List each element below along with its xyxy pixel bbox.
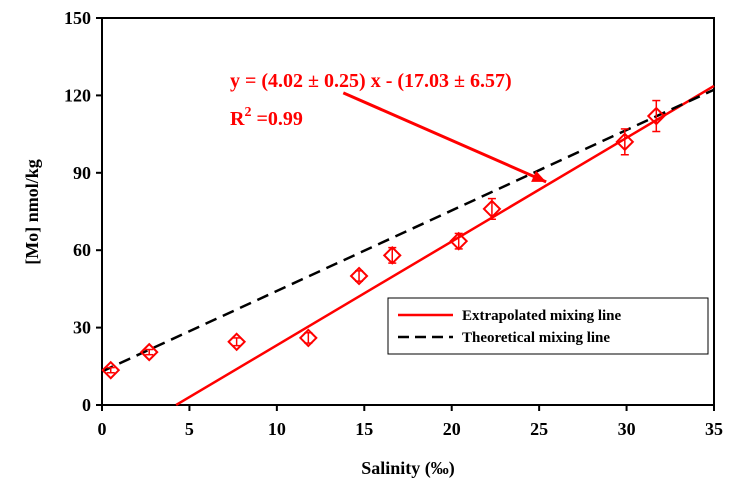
data-point-marker bbox=[646, 106, 666, 126]
data-point bbox=[615, 128, 635, 156]
r-squared-annotation: R2 =0.99 bbox=[230, 105, 303, 130]
data-point-marker bbox=[615, 132, 635, 152]
data-point bbox=[646, 99, 666, 133]
y-tick-label: 30 bbox=[73, 318, 91, 338]
data-point bbox=[227, 332, 247, 352]
data-point-marker bbox=[298, 328, 318, 348]
legend-label-extrapolated: Extrapolated mixing line bbox=[462, 308, 622, 324]
legend-label-theoretical: Theoretical mixing line bbox=[462, 330, 610, 346]
data-point-marker bbox=[227, 332, 247, 352]
r-squared-base: R bbox=[230, 108, 245, 130]
y-tick-label: 60 bbox=[73, 240, 91, 260]
r-squared-value: =0.99 bbox=[251, 108, 302, 130]
y-tick-label: 150 bbox=[64, 8, 91, 28]
data-point bbox=[298, 328, 318, 348]
data-point bbox=[449, 231, 469, 251]
arrow-shaft bbox=[342, 91, 547, 184]
arrow-head bbox=[531, 170, 547, 182]
data-point bbox=[349, 266, 369, 286]
x-tick-label: 5 bbox=[185, 419, 194, 439]
y-tick-label: 90 bbox=[73, 163, 91, 183]
data-point-marker bbox=[101, 360, 121, 380]
data-point bbox=[139, 342, 159, 362]
data-point bbox=[482, 197, 502, 220]
y-tick-label: 120 bbox=[64, 85, 91, 105]
data-point-marker bbox=[482, 199, 502, 219]
data-point-marker bbox=[382, 245, 402, 265]
r-squared-exponent: 2 bbox=[244, 105, 251, 120]
y-axis-label: [Mo] nmol/kg bbox=[22, 159, 42, 265]
theoretical-mixing-line bbox=[101, 88, 715, 373]
data-point-marker bbox=[449, 231, 469, 251]
x-tick-label: 10 bbox=[268, 419, 286, 439]
points-layer bbox=[101, 99, 666, 380]
x-tick-label: 35 bbox=[705, 419, 723, 439]
equation-annotation: y = (4.02 ± 0.25) x - (17.03 ± 6.57) bbox=[230, 70, 512, 92]
legend: Extrapolated mixing line Theoretical mix… bbox=[387, 297, 709, 355]
x-tick-label: 20 bbox=[443, 419, 461, 439]
x-tick-label: 0 bbox=[98, 419, 107, 439]
annotation-arrow bbox=[342, 91, 547, 184]
data-point-marker bbox=[139, 342, 159, 362]
x-tick-label: 30 bbox=[618, 419, 636, 439]
data-point-marker bbox=[349, 266, 369, 286]
legend-box bbox=[387, 297, 709, 355]
x-tick-label: 15 bbox=[355, 419, 373, 439]
x-axis-label: Salinity (‰) bbox=[361, 458, 455, 479]
x-tick-label: 25 bbox=[530, 419, 548, 439]
data-point bbox=[382, 245, 402, 265]
y-tick-label: 0 bbox=[82, 395, 91, 415]
ticks-layer: 0 5 10 15 20 25 30 35 0 30 60 90 120 150 bbox=[64, 8, 723, 439]
data-point bbox=[101, 360, 121, 380]
